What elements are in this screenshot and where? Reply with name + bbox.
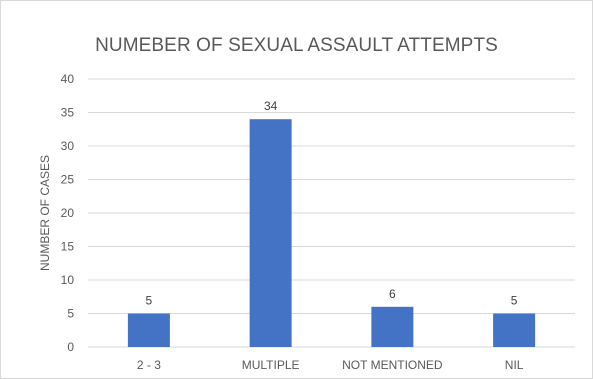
y-tick-label: 40 — [61, 72, 75, 86]
bar — [371, 306, 414, 347]
data-label: 5 — [511, 294, 518, 308]
data-label: 6 — [389, 287, 396, 301]
y-tick-label: 20 — [61, 206, 75, 220]
y-tick-label: 35 — [61, 106, 75, 120]
y-tick-label: 30 — [61, 139, 75, 153]
data-label: 34 — [264, 99, 278, 113]
bar — [127, 313, 170, 347]
bar — [493, 313, 536, 347]
x-tick-label: MULTIPLE — [242, 358, 300, 372]
y-tick-label: 10 — [61, 273, 75, 287]
bar — [249, 119, 292, 347]
x-tick-label: NIL — [505, 358, 524, 372]
chart-title: NUMEBER OF SEXUAL ASSAULT ATTEMPTS — [95, 35, 498, 56]
x-tick-label: 2 - 3 — [137, 358, 161, 372]
x-tick-label: NOT MENTIONED — [342, 358, 443, 372]
data-label: 5 — [146, 294, 153, 308]
y-tick-label: 15 — [61, 240, 75, 254]
y-tick-label: 0 — [67, 340, 74, 354]
y-tick-label: 5 — [67, 307, 74, 321]
y-tick-label: 25 — [61, 173, 75, 187]
